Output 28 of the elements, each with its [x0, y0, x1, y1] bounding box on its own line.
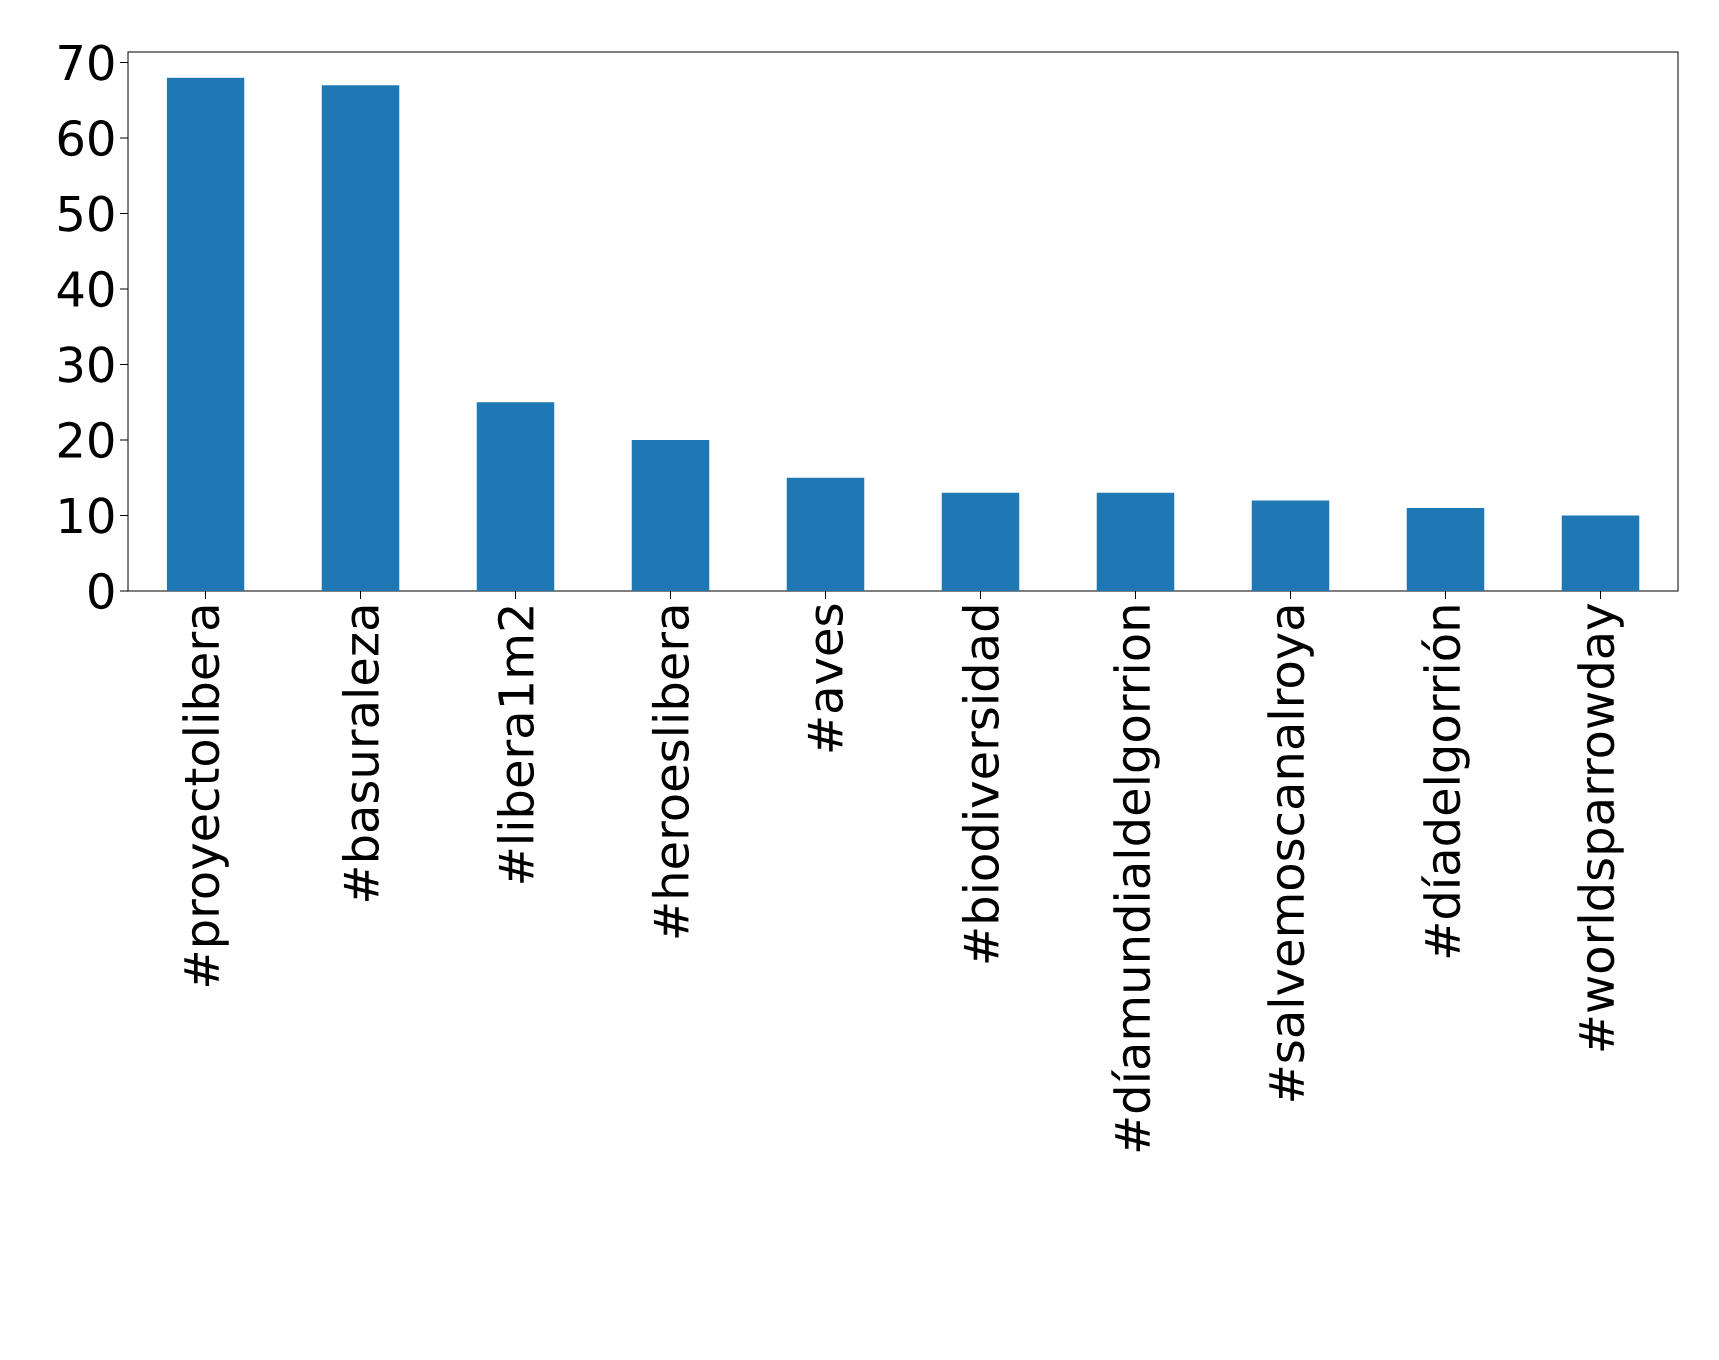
y-tick-label: 70 — [59, 44, 114, 81]
bar — [166, 77, 245, 591]
x-tick-label: #aves — [807, 604, 844, 752]
x-tick-label: #libera1m2 — [496, 607, 535, 883]
y-tick-label: 30 — [59, 346, 114, 383]
y-tick-label: 40 — [57, 270, 114, 308]
x-tick-label: #biodiversidad — [961, 606, 1000, 963]
x-tick-label: #proyectolibera — [182, 606, 229, 986]
x-tick-label: #salvemoscanalroya — [1267, 606, 1314, 1101]
bar — [476, 402, 555, 591]
y-tick-label: 50 — [59, 195, 114, 232]
bar — [1406, 507, 1485, 591]
bar — [1251, 500, 1330, 591]
bar — [1096, 492, 1175, 591]
y-tick-label: 0 — [89, 572, 114, 610]
x-tick-label: #heroeslibera — [651, 606, 690, 938]
x-tick-label: #worldsparrowday — [1577, 603, 1624, 1051]
bar — [321, 85, 400, 591]
bar — [631, 440, 710, 591]
y-tick-label: 10 — [60, 497, 114, 534]
bar — [941, 492, 1020, 591]
x-tick-label: #díadelgorrión — [1421, 606, 1470, 958]
x-tick-label: #díamundialdelgorrion — [1111, 606, 1160, 1152]
x-tick-label: #basuraleza — [341, 606, 380, 901]
y-tick-label: 20 — [58, 421, 114, 459]
bar — [1561, 515, 1640, 591]
bar — [786, 477, 865, 591]
y-tick-label: 60 — [58, 119, 114, 157]
